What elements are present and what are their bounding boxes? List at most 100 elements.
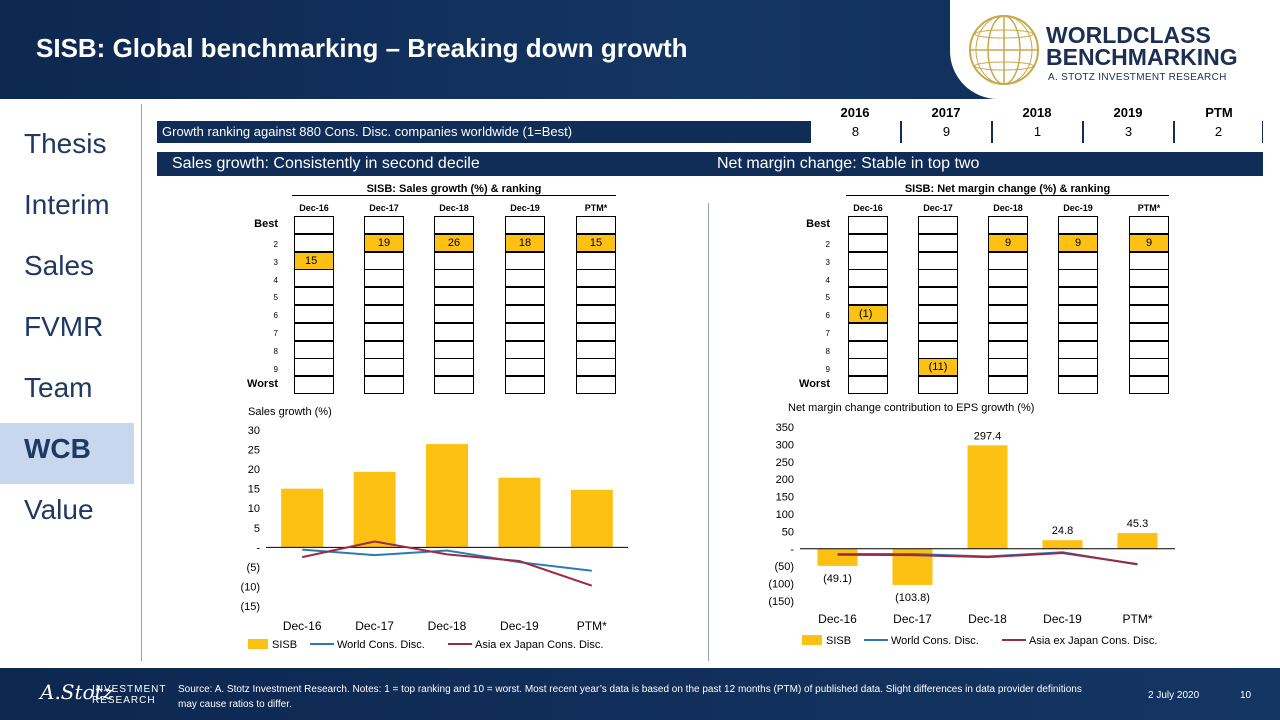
world-series-line [302,548,592,572]
rank_grid_right-cell [1129,322,1169,341]
rank_grid_right-cell [1129,287,1169,306]
rank_grid_left-cell [434,251,474,270]
x-category-label: Dec-17 [355,619,394,633]
rank_grid_right-cell [918,305,958,323]
rank_grid_right-cell [1058,269,1098,288]
rank_grid_right-cell [1058,322,1098,341]
margin-chart-title: Net margin change contribution to EPS gr… [788,402,1035,414]
x-category-label: PTM* [1123,612,1153,626]
rank_grid_left-cell [505,269,545,288]
rank_grid_right-cell [988,358,1028,377]
rank_grid_right-cell [918,269,958,288]
rank_grid_right-cell [848,340,888,359]
nav-item-fvmr[interactable]: FVMR [24,311,104,342]
legend-label-sisb: SISB [826,635,851,647]
legend-label-sisb: SISB [272,639,297,651]
rank_grid_left-col-header: PTM* [584,203,608,213]
bar-sisb-ptm [1117,533,1158,549]
rank_grid_right-cell [1058,305,1098,323]
page-number: 10 [1240,690,1252,701]
bar-sisb-dec-18 [967,445,1008,549]
logo-text-benchmarking: BENCHMARKING [1046,44,1238,70]
nav-divider [141,104,142,661]
y-tick-label: 250 [776,457,794,469]
asia-series-line [301,540,593,587]
y-tick-label: (15) [240,601,260,613]
y-tick-label: 100 [776,509,794,521]
rank_grid_left-col-header: Dec-16 [299,203,329,213]
rank_grid_right-cell [1129,376,1169,395]
brand-line-2: RESEARCH [92,695,156,706]
rank_grid_left-cell [576,322,616,341]
rank_grid_right-cell [988,322,1028,341]
rank_grid_right-highlight-cell: (11) [918,358,958,377]
ranking-value-2018: 1 [992,121,1082,143]
rank_grid_right-cell [1129,269,1169,288]
rank_grid_left-col-header: Dec-17 [369,203,399,213]
section-header: Sales growth: Consistently in second dec… [157,152,1263,176]
bar-sisb-dec-19 [498,477,541,548]
y-tick-label: 25 [248,445,260,457]
page-title: SISB: Global benchmarking – Breaking dow… [36,33,688,63]
rank_grid_right-cell [848,287,888,306]
bar-sisb-dec-16 [817,548,858,566]
rank_grid_left-cell [434,287,474,306]
bar-data-label: 24.8 [1052,525,1073,537]
rank_grid_right-cell [848,358,888,377]
rank_grid_left-cell [434,376,474,395]
nav-item-value[interactable]: Value [24,494,94,525]
rank_grid_right-cell [988,251,1028,270]
rank_grid_right-cell [918,287,958,306]
rank_grid_right-cell [848,216,888,234]
rank_grid_left-cell [576,216,616,234]
rank_grid_right-row-label: 9 [825,364,830,374]
year-header-2017: 2017 [931,105,961,120]
rank_grid_left-highlight-cell: 19 [364,233,404,252]
rank_grid_left-cell [505,322,545,341]
rank_grid_left-row-label: 5 [273,293,278,303]
logo-text-research: A. STOTZ INVESTMENT RESEARCH [1048,72,1227,83]
y-tick-label: 10 [248,503,260,515]
nav-item-sales[interactable]: Sales [24,250,95,281]
y-tick-label: 15 [248,484,260,496]
ranking-label: Growth ranking against 880 Cons. Disc. c… [162,124,573,139]
legend-label-world: World Cons. Disc. [891,635,979,647]
rank_grid_left-cell [434,322,474,341]
ranking-value-2017: 9 [901,121,991,143]
legend-label-world: World Cons. Disc. [337,639,425,651]
rank_grid_right-cell [918,251,958,270]
x-category-label: Dec-16 [818,612,857,626]
y-tick-label: 20 [248,464,260,476]
y-tick-label: 5 [254,523,260,535]
rank_grid_left-cell [364,358,404,377]
rank_grid_left-col-header: Dec-18 [439,203,469,213]
y-tick-label: (10) [240,581,260,593]
x-category-label: Dec-17 [893,612,932,626]
rank_grid_left-cell [434,358,474,377]
nav-item-team[interactable]: Team [24,372,93,403]
rank_grid_right-cell [918,340,958,359]
legend-label-asia: Asia ex Japan Cons. Disc. [1029,635,1157,647]
nav-item-thesis[interactable]: Thesis [24,128,107,159]
legend-label-asia: Asia ex Japan Cons. Disc. [475,639,603,651]
bar-data-label: 297.4 [974,430,1002,442]
logo-text-worldclass: WORLDCLASS [1046,22,1211,48]
rank_grid_left-cell [364,322,404,341]
rank_grid_right-highlight-cell: (1) [848,305,888,323]
rank_grid_right-cell [918,233,958,252]
rank_grid_right-cell [848,269,888,288]
nav-item-interim[interactable]: Interim [24,189,110,220]
rank_grid_left-row-label: 9 [273,364,278,374]
rank_grid_right-cell [988,305,1028,323]
rank_grid_left-cell [294,376,334,395]
ranking-value-2016: 8 [810,121,900,143]
section-nav: Thesis Interim Sales FVMR Team WCB Value [0,118,134,545]
ranking-value-2019: 3 [1083,121,1173,143]
nav-item-wcb[interactable]: WCB [0,423,134,484]
rank_grid_right-col-header: Dec-18 [993,203,1023,213]
rank_grid_right-cell [848,322,888,341]
y-tick-label: 30 [248,425,260,437]
rank_grid_right-cell [1058,216,1098,234]
x-category-label: Dec-18 [428,619,467,633]
rank_grid_left-cell [364,305,404,323]
